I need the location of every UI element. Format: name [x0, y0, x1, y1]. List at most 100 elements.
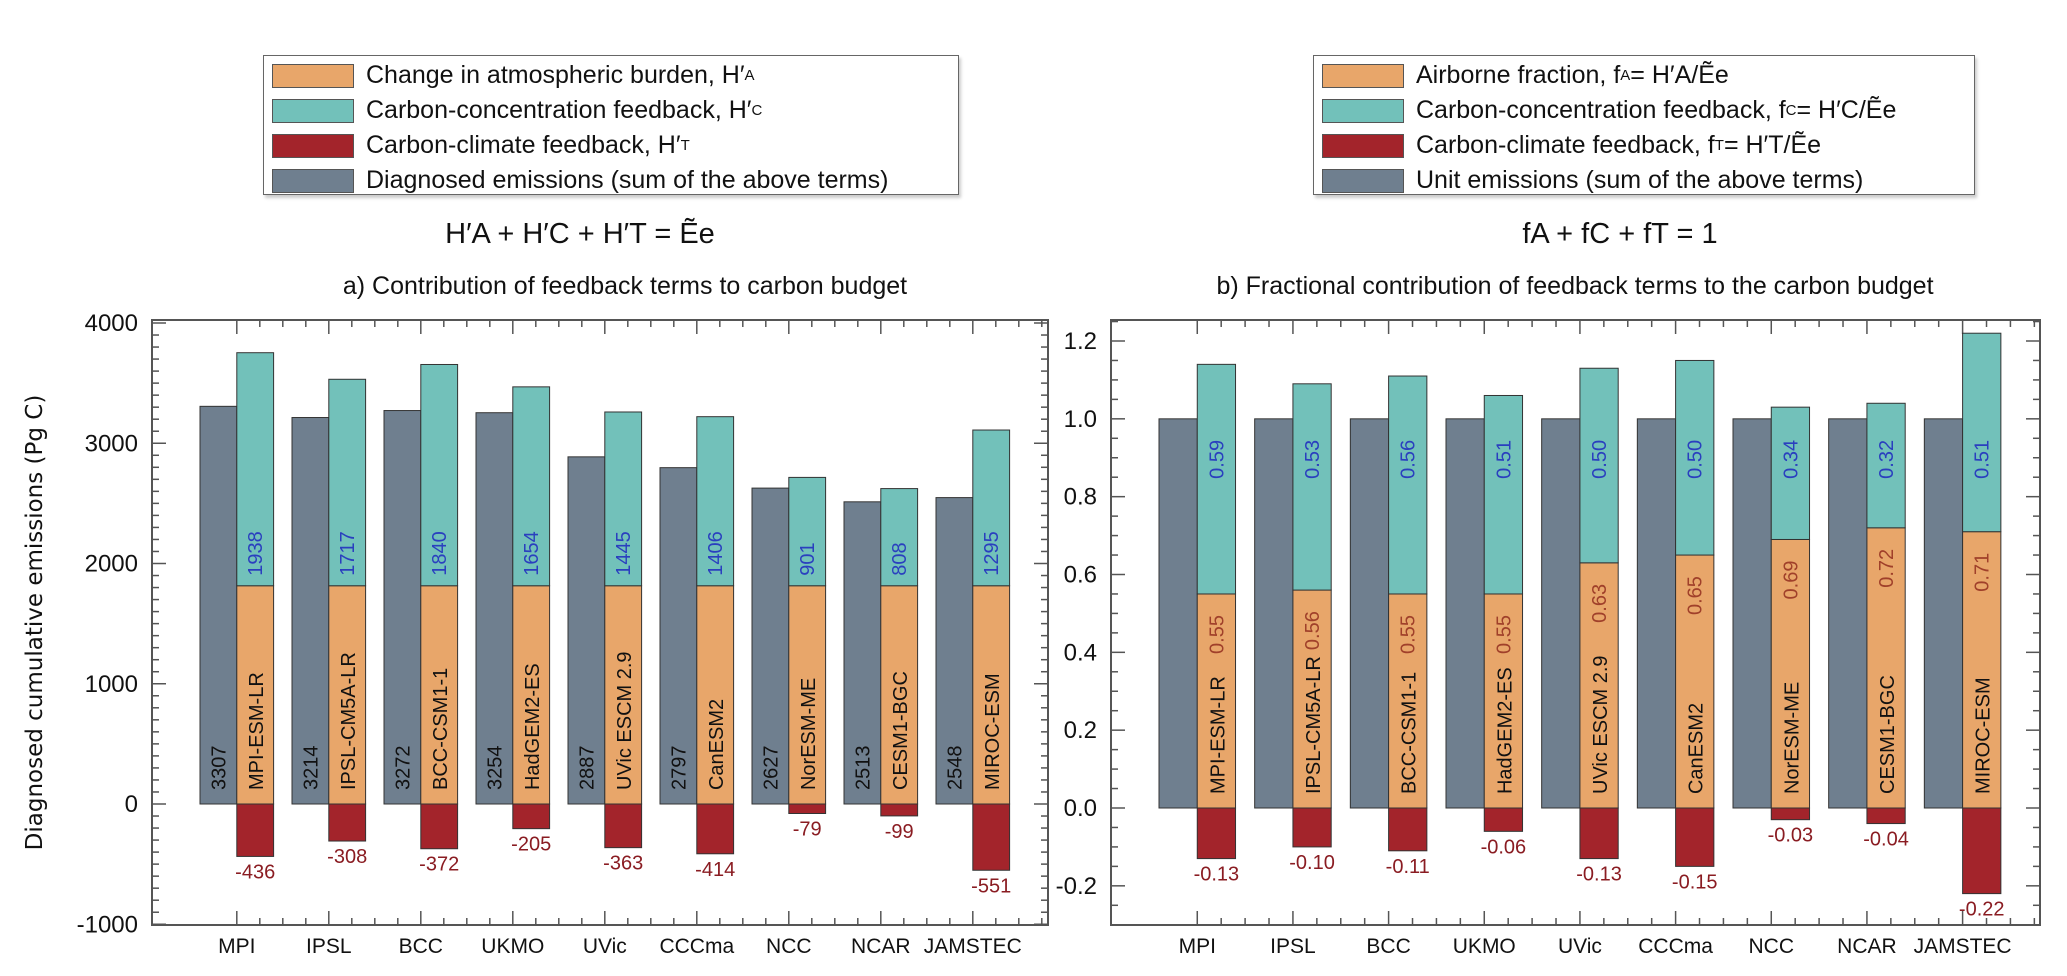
- legend-label: Change in atmospheric burden, H′: [366, 61, 745, 89]
- concentration-value-label: 0.59: [1206, 440, 1228, 479]
- y-tick-label: 1000: [85, 671, 138, 698]
- x-tick-label: NCC: [766, 935, 812, 958]
- chart-b: [1110, 319, 2041, 926]
- bar-emissions: [751, 487, 790, 805]
- climate-value-label: -0.10: [1289, 852, 1335, 874]
- bar-climate: [1388, 807, 1428, 852]
- atmospheric-value-label: 0.63: [1589, 584, 1611, 623]
- bar-emissions: [659, 467, 698, 805]
- bar-concentration: [512, 386, 551, 587]
- legend-label: Diagnosed emissions (sum of the above te…: [366, 166, 889, 194]
- model-label: NorESM-ME: [1781, 682, 1803, 794]
- concentration-value-label: 0.50: [1589, 440, 1611, 479]
- legend-a-item-climate: Carbon-climate feedback, H′ T: [264, 128, 958, 163]
- x-tick-label: MPI: [218, 935, 255, 958]
- climate-value-label: -0.13: [1194, 864, 1240, 886]
- bar-concentration: [1388, 375, 1428, 595]
- y-axis-label: Diagnosed cumulative emissions (Pg C): [22, 395, 48, 851]
- bar-concentration: [788, 476, 827, 587]
- legend-swatch: [1322, 133, 1404, 158]
- bar-concentration: [1962, 332, 2002, 533]
- atmospheric-value-label: 0.55: [1493, 615, 1515, 654]
- bar-emissions: [291, 417, 330, 805]
- bar-atmospheric: [1579, 562, 1619, 809]
- legend-label: Carbon-climate feedback, H′: [366, 131, 681, 159]
- bar-climate: [1579, 807, 1619, 860]
- bar-atmospheric: [972, 585, 1011, 805]
- legend-swatch: [1322, 98, 1404, 123]
- bar-atmospheric: [512, 585, 551, 805]
- bar-concentration: [236, 352, 275, 587]
- bar-concentration: [1579, 367, 1619, 564]
- legend-sub: T: [1714, 137, 1724, 154]
- bar-emissions: [475, 412, 514, 805]
- concentration-value-label: 0.51: [1972, 440, 1994, 479]
- bar-climate: [1675, 807, 1715, 867]
- climate-value-label: -436: [235, 861, 275, 883]
- concentration-value-label: 1938: [245, 531, 267, 576]
- legend-a: Change in atmospheric burden, H′ A Carbon…: [263, 55, 959, 195]
- x-tick-label: NCC: [1749, 935, 1795, 958]
- bar-climate: [1292, 807, 1332, 848]
- concentration-value-label: 1717: [337, 531, 359, 576]
- model-label: BCC-CSM1-1: [430, 668, 452, 790]
- bar-emissions: [1828, 418, 1868, 809]
- bar-concentration: [972, 429, 1011, 587]
- climate-value-label: -0.03: [1768, 825, 1814, 847]
- model-label: CanESM2: [706, 699, 728, 790]
- bar-atmospheric: [236, 585, 275, 805]
- bar-concentration: [328, 378, 367, 587]
- legend-swatch: [272, 98, 354, 123]
- x-tick-label: UVic: [583, 935, 627, 958]
- bar-climate: [788, 803, 827, 814]
- bar-climate: [696, 803, 735, 855]
- concentration-value-label: 0.51: [1493, 440, 1515, 479]
- bar-emissions: [567, 456, 606, 805]
- bar-concentration: [1196, 363, 1237, 595]
- bar-atmospheric: [1196, 593, 1237, 809]
- bar-atmospheric: [1866, 527, 1906, 809]
- legend-swatch: [1322, 63, 1404, 88]
- bar-concentration: [696, 416, 735, 587]
- legend-a-item-concentration: Carbon-concentration feedback, H′ C: [264, 93, 958, 128]
- x-tick-label: IPSL: [1270, 935, 1316, 958]
- legend-a-item-emissions: Diagnosed emissions (sum of the above te…: [264, 163, 958, 198]
- bar-climate: [880, 803, 919, 817]
- model-label: NorESM-ME: [798, 678, 820, 790]
- concentration-value-label: 1406: [705, 531, 727, 576]
- bar-climate: [1962, 807, 2002, 895]
- y-tick-label: 2000: [85, 551, 138, 578]
- bar-emissions: [1923, 418, 1964, 809]
- bar-climate: [328, 803, 367, 842]
- model-label: MIROC-ESM: [1973, 677, 1995, 794]
- climate-value-label: -0.06: [1481, 836, 1527, 858]
- bar-emissions: [1732, 418, 1772, 809]
- x-tick-label: NCAR: [1837, 935, 1897, 958]
- legend-b-item-emissions: Unit emissions (sum of the above terms): [1314, 163, 1974, 198]
- plot-frame: [1110, 319, 2041, 926]
- legend-sub: A: [1620, 67, 1631, 84]
- climate-value-label: -414: [695, 859, 735, 881]
- y-tick-label: 3000: [85, 430, 138, 457]
- bar-atmospheric: [1483, 593, 1524, 809]
- bar-climate: [420, 803, 459, 850]
- model-label: MPI-ESM-LR: [1207, 676, 1229, 794]
- x-tick-label: JAMSTEC: [924, 935, 1022, 958]
- legend-sub: T: [680, 137, 690, 154]
- climate-value-label: -99: [885, 821, 914, 843]
- bar-concentration: [420, 363, 459, 587]
- emissions-value-label: 2548: [944, 746, 966, 791]
- bar-atmospheric: [420, 585, 459, 805]
- model-label: CESM1-BGC: [890, 671, 912, 790]
- legend-label: Carbon-concentration feedback, H′: [366, 96, 752, 124]
- model-label: HadGEM2-ES: [1494, 667, 1516, 794]
- bar-emissions: [1636, 418, 1677, 809]
- chart-a-title: a) Contribution of feedback terms to car…: [342, 272, 908, 300]
- model-label: CanESM2: [1686, 703, 1708, 794]
- model-label: UVic ESCM 2.9: [614, 651, 636, 790]
- climate-value-label: -372: [419, 854, 459, 876]
- bar-concentration: [604, 411, 643, 587]
- bar-emissions: [199, 405, 238, 805]
- model-label: HadGEM2-ES: [522, 663, 544, 790]
- x-tick-label: JAMSTEC: [1914, 935, 2012, 958]
